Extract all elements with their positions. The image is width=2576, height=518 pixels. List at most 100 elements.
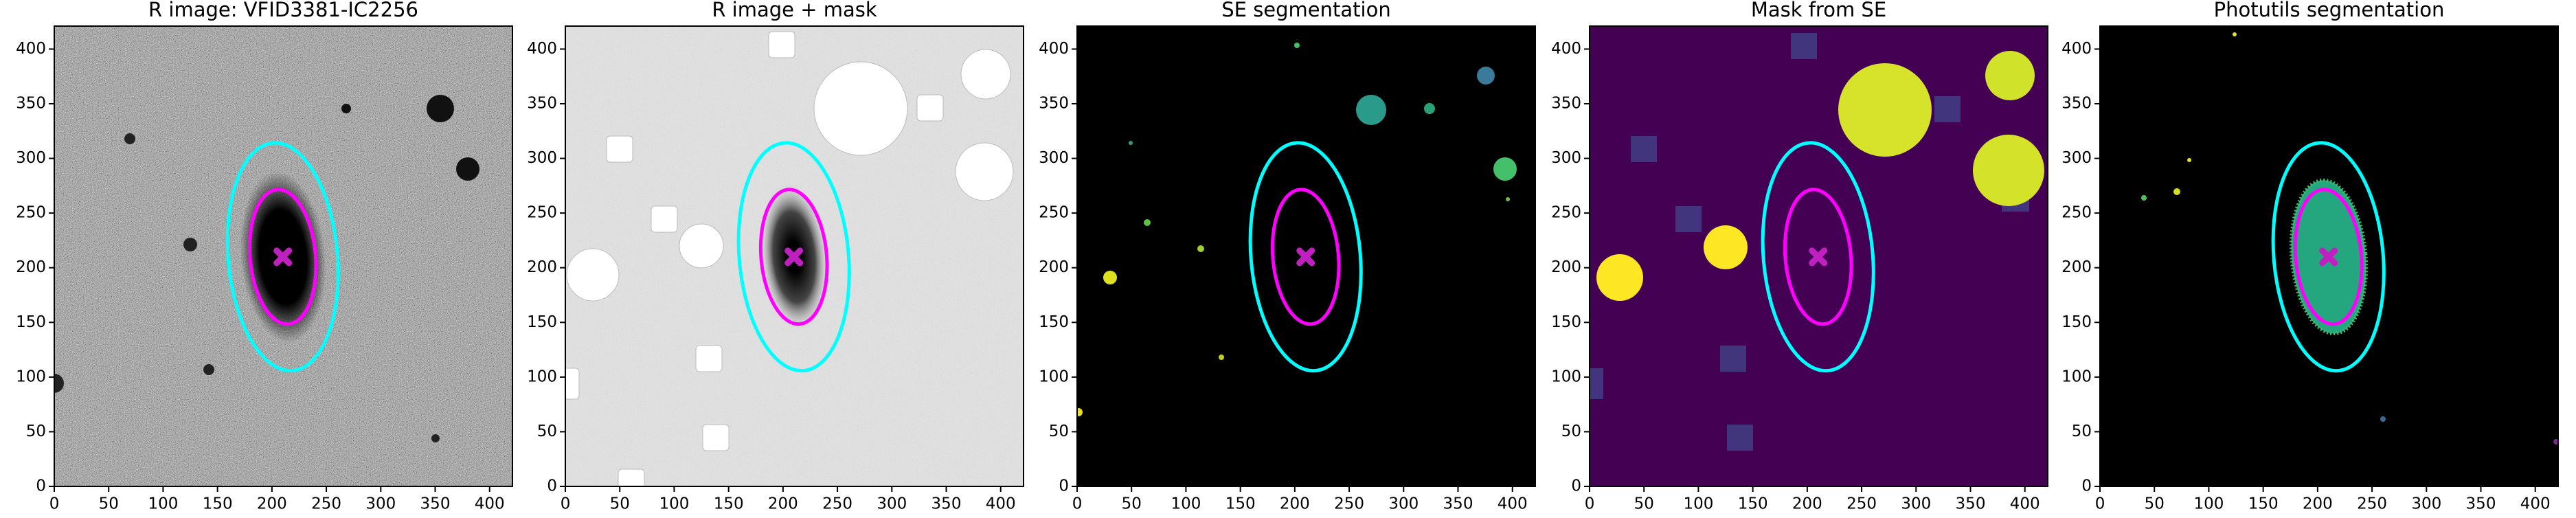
segment [1144, 219, 1151, 226]
y-tick-label: 250 [1039, 204, 1069, 222]
mask [606, 135, 633, 163]
mask [813, 61, 908, 156]
x-tick-label: 250 [311, 495, 341, 513]
x-tick-label: 0 [1585, 495, 1595, 513]
mask [566, 248, 620, 302]
segment [1477, 67, 1495, 85]
y-tick-label: 300 [1039, 149, 1069, 167]
x-tick-label: 250 [822, 495, 852, 513]
source [183, 238, 197, 251]
ellipse [2293, 188, 2364, 326]
x-tick-label: 200 [1792, 495, 1822, 513]
x-tick-label: 50 [2145, 495, 2165, 513]
y-tick-label: 400 [1551, 40, 1581, 58]
source [124, 133, 135, 144]
mask [702, 424, 730, 451]
x-tick-label: 100 [2193, 495, 2224, 513]
y-tick-label: 0 [1059, 477, 1069, 495]
y-tick-label: 200 [2061, 258, 2092, 276]
mask-box [1720, 346, 1746, 372]
mask-box [1791, 33, 1817, 59]
segment [1197, 245, 1204, 252]
y-tick-label: 300 [527, 149, 557, 167]
y-tick-label: 200 [527, 258, 557, 276]
y-tick-label: 250 [1551, 204, 1581, 222]
x-tick-label: 100 [659, 495, 689, 513]
x-tick-label: 150 [714, 495, 744, 513]
center-marker [1296, 247, 1315, 267]
mask [768, 31, 795, 58]
x-tick-label: 150 [1738, 495, 1768, 513]
segment [2141, 195, 2147, 201]
x-tick-label: 350 [2466, 495, 2496, 513]
x-tick-label: 400 [986, 495, 1016, 513]
x-tick-label: 300 [2411, 495, 2441, 513]
x-tick-label: 350 [1956, 495, 1986, 513]
x-tick-label: 0 [2095, 495, 2105, 513]
y-tick-label: 0 [1571, 477, 1581, 495]
panel: R image + mask 0 50 100 150 200 250 300 350 400 0 5… [527, 0, 1024, 513]
panel-title: Mask from SE [1751, 0, 1886, 21]
y-tick-label: 300 [1551, 149, 1581, 167]
mask [695, 345, 723, 372]
segment [1493, 157, 1517, 181]
y-tick-label: 150 [527, 313, 557, 331]
x-tick-label: 250 [1846, 495, 1877, 513]
y-tick-label: 150 [16, 313, 46, 331]
mask [679, 223, 724, 269]
segment [1294, 43, 1300, 48]
x-tick-label: 50 [1634, 495, 1654, 513]
x-tick-label: 150 [1225, 495, 1256, 513]
x-tick-label: 200 [1280, 495, 1310, 513]
x-tick-label: 400 [1498, 495, 1528, 513]
y-tick-label: 50 [26, 423, 46, 440]
y-tick-label: 100 [16, 368, 46, 385]
y-tick-label: 400 [2061, 40, 2092, 58]
x-tick-label: 50 [610, 495, 630, 513]
y-tick-label: 250 [2061, 204, 2092, 222]
panel: R image: VFID3381-IC2256 0 50 100 150 200 250 3… [16, 0, 513, 513]
y-tick-label: 400 [16, 40, 46, 58]
segment [1424, 103, 1435, 114]
segment [2187, 158, 2191, 162]
segment [1129, 141, 1133, 145]
mask-region [1838, 63, 1932, 157]
x-tick-label: 100 [148, 495, 178, 513]
x-tick-label: 400 [2520, 495, 2551, 513]
y-tick-label: 150 [2061, 313, 2092, 331]
y-tick-label: 50 [2072, 423, 2092, 440]
x-tick-label: 0 [1072, 495, 1083, 513]
mask [618, 469, 645, 486]
ellipse [225, 141, 340, 373]
segment [2173, 188, 2180, 195]
ellipse [1761, 141, 1875, 373]
segment [2233, 32, 2237, 36]
source [431, 434, 440, 442]
segment [2380, 416, 2386, 422]
panel-title: Photutils segmentation [2214, 0, 2445, 21]
axes-frame [565, 25, 1024, 487]
y-tick-label: 250 [527, 204, 557, 222]
ellipse [1248, 141, 1363, 373]
segment [2553, 439, 2558, 444]
y-tick-label: 50 [1561, 423, 1581, 440]
panel-title: R image + mask [712, 0, 877, 21]
segment [1077, 408, 1083, 416]
y-tick-label: 350 [527, 94, 557, 112]
y-tick-label: 350 [1039, 94, 1069, 112]
y-tick-label: 100 [1039, 368, 1069, 385]
ellipse [247, 188, 318, 326]
mask-region [1596, 254, 1643, 301]
axes-frame [1076, 25, 1536, 487]
x-tick-label: 200 [768, 495, 798, 513]
x-tick-label: 400 [2010, 495, 2040, 513]
ellipse [2271, 141, 2386, 373]
y-tick-label: 100 [1551, 368, 1581, 385]
center-marker [2319, 247, 2338, 267]
x-tick-label: 200 [257, 495, 287, 513]
y-tick-label: 200 [1551, 258, 1581, 276]
panel: Photutils segmentation 0 50 100 150 200 250 300… [2061, 0, 2559, 513]
panel-title: R image: VFID3381-IC2256 [148, 0, 418, 21]
mask-box [1631, 136, 1657, 162]
